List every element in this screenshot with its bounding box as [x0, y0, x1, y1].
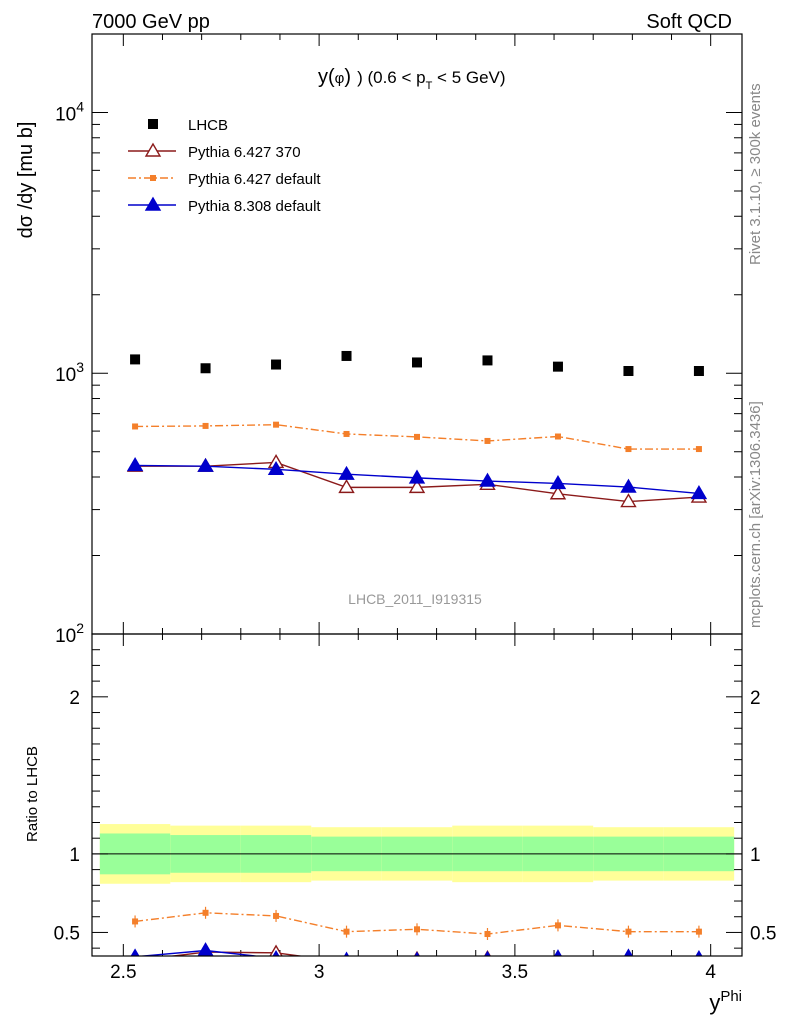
x-axis-label: yPhi [709, 988, 742, 1015]
ratio-series-group [130, 906, 703, 956]
series-3-point [338, 465, 355, 480]
x-tick-label: 3.5 [502, 962, 528, 983]
ratio-3-point [553, 949, 562, 956]
data-point [412, 357, 422, 368]
legend-label-1: Pythia 6.427 370 [188, 144, 301, 161]
ratio-3-point [343, 951, 350, 956]
legend-label-lhcb: LHCB [188, 117, 228, 134]
series-2-point [695, 446, 702, 453]
series-2-point [132, 423, 139, 430]
series-3-point [549, 475, 567, 490]
series-2-point [554, 433, 561, 440]
y-tick-label: 103 [55, 359, 84, 386]
ratio-2-point [695, 928, 702, 935]
ratio-tick-label-right: 2 [750, 688, 761, 709]
ratio-3-point [484, 950, 491, 956]
ratio-plot: 2.5 3 3.5 4 0.5 0.5 1 1 2 2 [54, 633, 776, 983]
legend-marker-3 [144, 196, 162, 211]
data-point [130, 354, 141, 365]
y-tick-label: 102 [55, 620, 84, 647]
data-point [482, 355, 493, 366]
series-3-point [690, 485, 708, 500]
main-plot: 102 103 104 [55, 33, 743, 956]
series-1-point [549, 485, 567, 500]
ratio-tick-label-left: 0.5 [54, 923, 80, 944]
y-tick-label: 104 [55, 98, 84, 125]
data-point [271, 359, 282, 370]
series-3-point [479, 472, 496, 487]
series-2-point [273, 421, 280, 428]
ratio-y-axis-label: Ratio to LHCB [24, 746, 41, 842]
ratio-tick-label-left: 2 [69, 688, 80, 709]
main-series-group [126, 421, 708, 508]
series-2-point [343, 430, 350, 437]
ratio-line-3 [135, 949, 262, 956]
ratio-frame [91, 633, 743, 957]
side-label-rivet: Rivet 3.1.10, ≥ 300k events [747, 83, 764, 265]
series-2-point [202, 422, 209, 429]
ratio-2-point [202, 909, 209, 916]
analysis-watermark: LHCB_2011_I919315 [348, 591, 482, 607]
ratio-2-point [343, 928, 350, 935]
header-right: Soft QCD [646, 11, 732, 33]
ratio-2-point [132, 918, 139, 925]
legend-label-3: Pythia 8.308 default [188, 198, 321, 215]
series-1-point [338, 478, 355, 494]
data-point [623, 366, 634, 377]
ratio-2-point [484, 931, 491, 938]
series-2-point [484, 437, 491, 444]
series-line-2 [135, 423, 699, 450]
ratio-2-point [414, 926, 420, 933]
data-point [552, 361, 563, 372]
series-1-point [620, 493, 637, 508]
ratio-3-point [414, 951, 420, 956]
ratio-3-point [272, 949, 280, 956]
data-point [693, 366, 704, 377]
ratio-3-point [197, 942, 214, 956]
data-point [341, 350, 352, 361]
y-axis-label: dσ /dy [mu b] [15, 122, 37, 239]
ratio-2-point [273, 912, 280, 919]
x-tick-label: 2.5 [110, 962, 136, 983]
series-2-point [625, 446, 632, 453]
chart-title: y(φ)) (0.6 < pT < 5 GeV) [318, 66, 506, 92]
header-left: 7000 GeV pp [92, 11, 210, 33]
series-3-point [197, 457, 214, 472]
series-3-point [408, 469, 426, 484]
ratio-3-point [695, 949, 703, 956]
series-2-point [414, 433, 420, 440]
legend-marker-2 [150, 175, 156, 181]
legend-label-2: Pythia 6.427 default [188, 171, 321, 188]
side-label-mcplots: mcplots.cern.ch [arXiv:1306.3436] [747, 401, 764, 628]
ratio-tick-label-left: 1 [69, 845, 80, 866]
legend-marker-1 [144, 142, 162, 157]
ratio-2-point [625, 928, 632, 935]
x-tick-label: 3 [314, 962, 325, 983]
legend: LHCB Pythia 6.427 370 Pythia 6.427 default… [128, 117, 321, 215]
ratio-2-point [554, 922, 561, 929]
legend-marker-lhcb [148, 119, 158, 129]
data-point [200, 363, 211, 374]
x-tick-label: 4 [705, 962, 716, 983]
series-3-point [267, 460, 285, 476]
ratio-1-point [345, 953, 348, 956]
series-3-point [126, 457, 144, 472]
series-1-point [408, 478, 426, 494]
series-3-point [620, 478, 637, 493]
ratio-tick-label-right: 0.5 [750, 923, 776, 944]
ratio-tick-label-right: 1 [750, 845, 761, 866]
ratio-line-1 [167, 951, 305, 956]
